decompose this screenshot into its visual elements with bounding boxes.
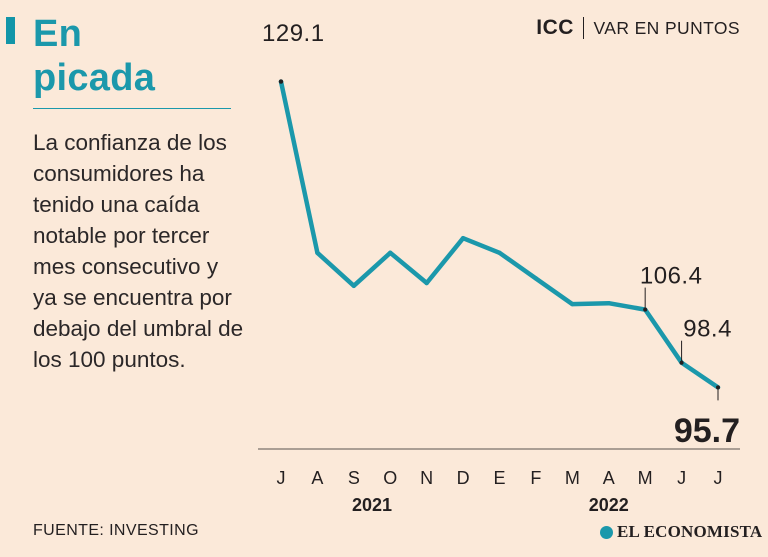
header-separator xyxy=(582,17,585,39)
year-label-1: 2022 xyxy=(589,495,629,515)
series-line xyxy=(278,79,721,390)
data-point-4 xyxy=(424,280,429,286)
data-point-7 xyxy=(533,276,539,281)
headline-divider xyxy=(33,108,231,109)
x-tick-label-9: A xyxy=(603,468,615,488)
x-tick-label-5: D xyxy=(457,468,470,488)
year-label-0: 2021 xyxy=(352,495,392,515)
leader-dot-12 xyxy=(716,385,720,390)
data-label-11: 98.4 xyxy=(683,316,732,343)
data-point-8 xyxy=(570,301,575,307)
x-tick-label-2: S xyxy=(348,468,360,488)
brand-name: EL ECONOMISTA xyxy=(617,522,763,541)
headline-line-1: En xyxy=(33,13,83,55)
headline-line-2: picada xyxy=(33,57,156,99)
headline-accent-bar xyxy=(6,17,15,44)
x-tick-label-0: J xyxy=(277,468,286,488)
data-label-10: 106.4 xyxy=(640,263,703,290)
x-tick-label-10: M xyxy=(638,468,653,488)
data-point-1 xyxy=(315,250,320,256)
description-text: La confianza de los consumidores ha teni… xyxy=(33,130,244,372)
x-tick-label-11: J xyxy=(677,468,686,488)
brand-logo: EL ECONOMISTA xyxy=(600,522,762,542)
x-tick-label-8: M xyxy=(565,468,580,488)
data-point-5 xyxy=(460,235,466,241)
x-tick-label-3: O xyxy=(383,468,397,488)
data-label-12: 95.7 xyxy=(674,412,740,450)
x-tick-label-7: F xyxy=(530,468,541,488)
chart-title: ICC xyxy=(536,16,574,39)
source-note: FUENTE: INVESTING xyxy=(33,522,199,539)
x-tick-label-6: E xyxy=(493,468,505,488)
chart-subtitle: VAR EN PUNTOS xyxy=(593,17,740,38)
x-tick-label-1: A xyxy=(311,468,323,488)
leader-dot-11 xyxy=(679,360,684,365)
leader-dot-0 xyxy=(278,79,284,84)
brand-globe-icon xyxy=(600,525,613,539)
x-tick-label-4: N xyxy=(420,468,433,488)
x-tick-label-12: J xyxy=(714,468,723,488)
headline: En picada xyxy=(33,12,233,100)
data-point-2 xyxy=(351,283,357,288)
data-point-3 xyxy=(388,250,393,256)
leader-dot-10 xyxy=(643,307,648,312)
chart-header: ICC VAR EN PUNTOS xyxy=(536,16,740,40)
data-point-6 xyxy=(497,250,502,256)
data-point-9 xyxy=(606,300,611,306)
data-label-0: 129.1 xyxy=(262,20,325,47)
